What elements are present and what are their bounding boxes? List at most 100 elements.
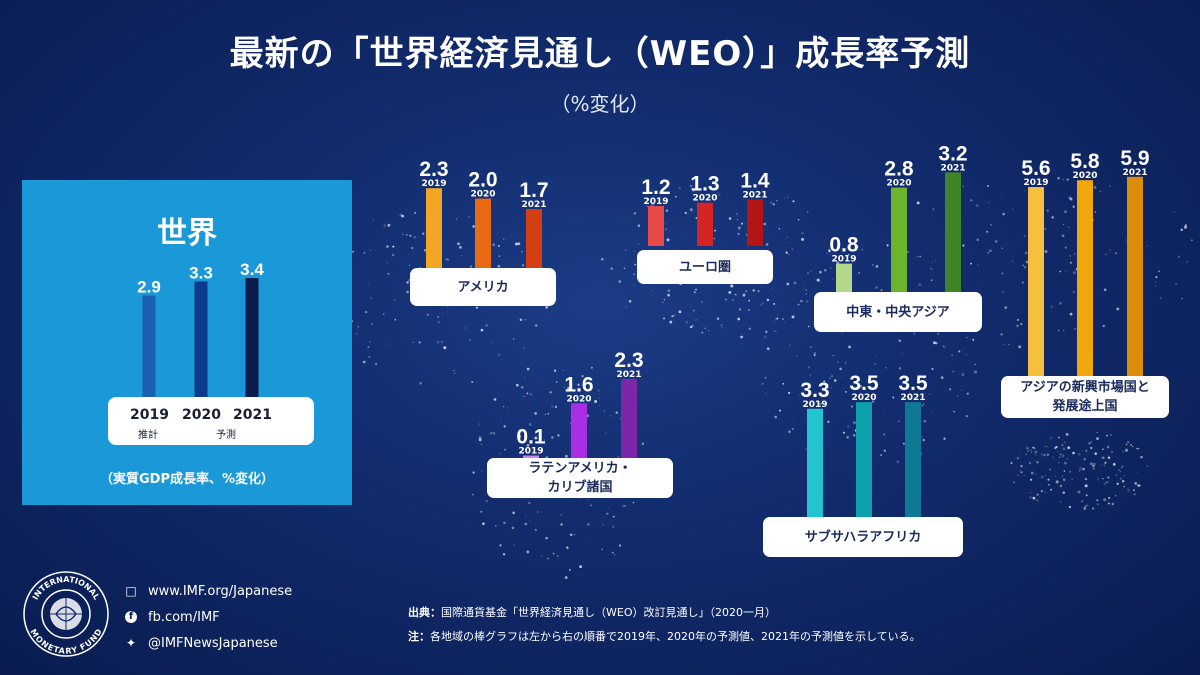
twitter-icon: ✦ xyxy=(125,636,137,650)
middle-east-bar-2020 xyxy=(891,187,907,294)
world-value-2019: 2.9 xyxy=(137,278,161,297)
emerging-asia-year-2019: 2019 xyxy=(1023,178,1048,188)
computer-icon: □ xyxy=(125,584,137,598)
region-label-latin-america-line-2: カリブ諸国 xyxy=(547,480,613,495)
sub-saharan-africa-bar-2020 xyxy=(856,402,872,518)
emerging-asia-bar-2021 xyxy=(1127,176,1143,378)
emerging-asia-year-2020: 2020 xyxy=(1072,171,1097,181)
region-label-sub-saharan-africa-line-1: サブサハラアフリカ xyxy=(804,529,922,545)
sub-saharan-africa-value-2019: 3.3 xyxy=(800,379,829,402)
sub-saharan-africa-bar-2021 xyxy=(905,402,921,518)
facebook-icon: f xyxy=(125,611,137,623)
middle-east-bar-2019 xyxy=(836,263,852,294)
america-value-2019: 2.3 xyxy=(419,158,448,181)
facebook-link[interactable]: f fb.com/IMF xyxy=(122,604,292,630)
page-subtitle: （%変化） xyxy=(550,92,650,116)
america-year-2021: 2021 xyxy=(521,200,546,210)
region-label-america: アメリカ xyxy=(410,268,556,306)
middle-east-value-2021: 3.2 xyxy=(938,142,967,165)
world-bar-2020 xyxy=(194,281,208,397)
latin-america-year-2021: 2021 xyxy=(616,370,641,380)
latin-america-year-2019: 2019 xyxy=(518,447,543,457)
emerging-asia-value-2021: 5.9 xyxy=(1120,147,1149,170)
website-link[interactable]: □ www.IMF.org/Japanese xyxy=(122,578,292,604)
emerging-asia-value-2020: 5.8 xyxy=(1070,150,1100,173)
region-label-emerging-asia-line-1: アジアの新興市場国と xyxy=(1020,380,1150,395)
world-panel-note: （実質GDP成長率、%変化） xyxy=(99,472,274,487)
america-bar-2019 xyxy=(426,188,442,268)
middle-east-year-2020: 2020 xyxy=(886,179,911,189)
latin-america-year-2020: 2020 xyxy=(566,394,591,404)
twitter-text: @IMFNewsJapanese xyxy=(148,635,278,651)
middle-east-value-2020: 2.8 xyxy=(884,158,914,181)
source-label: 出典： xyxy=(408,606,441,619)
euro-area-bar-2019 xyxy=(648,206,664,246)
euro-area-value-2020: 1.3 xyxy=(690,173,719,196)
page-title: 最新の「世界経済見通し（WEO）」成長率予測 xyxy=(229,34,971,74)
euro-area-year-2021: 2021 xyxy=(742,190,767,200)
euro-area-bar-2021 xyxy=(747,199,763,246)
america-value-2021: 1.7 xyxy=(519,179,548,202)
latin-america-value-2021: 2.3 xyxy=(614,349,643,372)
world-bar-2019 xyxy=(142,295,156,397)
sub-saharan-africa-value-2020: 3.5 xyxy=(849,372,879,395)
region-label-latin-america-line-1: ラテンアメリカ・ xyxy=(528,461,632,476)
latin-america-value-2020: 1.6 xyxy=(564,373,593,396)
world-year-legend: 2019 2020 2021 推計 予測 xyxy=(108,397,314,445)
emerging-asia-value-2019: 5.6 xyxy=(1021,157,1050,180)
sub-saharan-africa-value-2021: 3.5 xyxy=(898,372,928,395)
middle-east-year-2021: 2021 xyxy=(940,163,965,173)
euro-area-bar-2020 xyxy=(697,202,713,246)
sub-saharan-africa-bar-2019 xyxy=(807,408,823,518)
america-bar-2020 xyxy=(475,198,491,268)
euro-area-year-2019: 2019 xyxy=(643,197,668,207)
region-label-emerging-asia-line-2: 発展途上国 xyxy=(1052,399,1118,414)
source-text: 国際通貨基金「世界経済見通し（WEO）改訂見通し」（2020一月） xyxy=(441,606,776,619)
world-bar-2021 xyxy=(245,278,259,397)
svg-text:MONETARY FUND: MONETARY FUND xyxy=(28,627,103,656)
america-year-2020: 2020 xyxy=(470,190,495,200)
world-year-2021: 2021 xyxy=(233,407,272,423)
imf-seal-logo: INTERNATIONAL MONETARY FUND xyxy=(23,571,109,657)
america-year-2019: 2019 xyxy=(421,179,446,189)
emerging-asia-bar-2020 xyxy=(1077,180,1093,378)
world-estimate-label: 推計 xyxy=(138,430,158,441)
source-note: 出典：国際通貨基金「世界経済見通し（WEO）改訂見通し」（2020一月） xyxy=(408,604,776,620)
latin-america-value-2019: 0.1 xyxy=(516,426,546,449)
latin-america-bar-2019 xyxy=(523,455,539,459)
euro-area-year-2020: 2020 xyxy=(692,194,717,204)
region-label-america-line-1: アメリカ xyxy=(457,279,509,295)
middle-east-year-2019: 2019 xyxy=(831,255,856,265)
website-text: www.IMF.org/Japanese xyxy=(148,583,293,599)
note-text: 各地域の棒グラフは左から右の順番で2019年、2020年の予測値、2021年の予… xyxy=(430,630,921,643)
latin-america-bar-2020 xyxy=(571,403,587,459)
america-bar-2021 xyxy=(526,209,542,268)
emerging-asia-year-2021: 2021 xyxy=(1122,168,1147,178)
world-year-2019: 2019 xyxy=(130,407,169,423)
world-value-2020: 3.3 xyxy=(189,264,213,283)
region-label-emerging-asia: アジアの新興市場国と 発展途上国 xyxy=(1001,376,1169,418)
world-panel: 世界 2019 2020 2021 推計 予測 （実質GDP成長率、%変化） xyxy=(22,180,352,505)
middle-east-bar-2021 xyxy=(945,172,961,294)
region-label-middle-east: 中東・中央アジア xyxy=(814,292,982,332)
world-forecast-label: 予測 xyxy=(216,430,236,441)
sub-saharan-africa-year-2021: 2021 xyxy=(900,393,925,403)
footnote: 注：各地域の棒グラフは左から右の順番で2019年、2020年の予測値、2021年… xyxy=(408,628,921,644)
facebook-text: fb.com/IMF xyxy=(148,609,220,625)
america-value-2020: 2.0 xyxy=(468,169,497,192)
footer-links: □ www.IMF.org/Japanese f fb.com/IMF ✦ @I… xyxy=(122,578,292,656)
svg-text:INTERNATIONAL: INTERNATIONAL xyxy=(31,575,101,601)
region-label-latin-america: ラテンアメリカ・ カリブ諸国 xyxy=(487,458,673,498)
note-label: 注： xyxy=(408,630,430,643)
twitter-link[interactable]: ✦ @IMFNewsJapanese xyxy=(122,630,292,656)
world-value-2021: 3.4 xyxy=(240,260,264,279)
world-panel-title: 世界 xyxy=(157,216,217,251)
sub-saharan-africa-year-2019: 2019 xyxy=(802,400,827,410)
latin-america-bar-2021 xyxy=(621,378,637,459)
euro-area-value-2021: 1.4 xyxy=(740,169,770,192)
euro-area-value-2019: 1.2 xyxy=(641,176,670,199)
logo-top-text: INTERNATIONAL xyxy=(31,575,101,601)
region-label-euro-area: ユーロ圏 xyxy=(637,250,773,284)
region-label-middle-east-line-1: 中東・中央アジア xyxy=(846,304,950,320)
